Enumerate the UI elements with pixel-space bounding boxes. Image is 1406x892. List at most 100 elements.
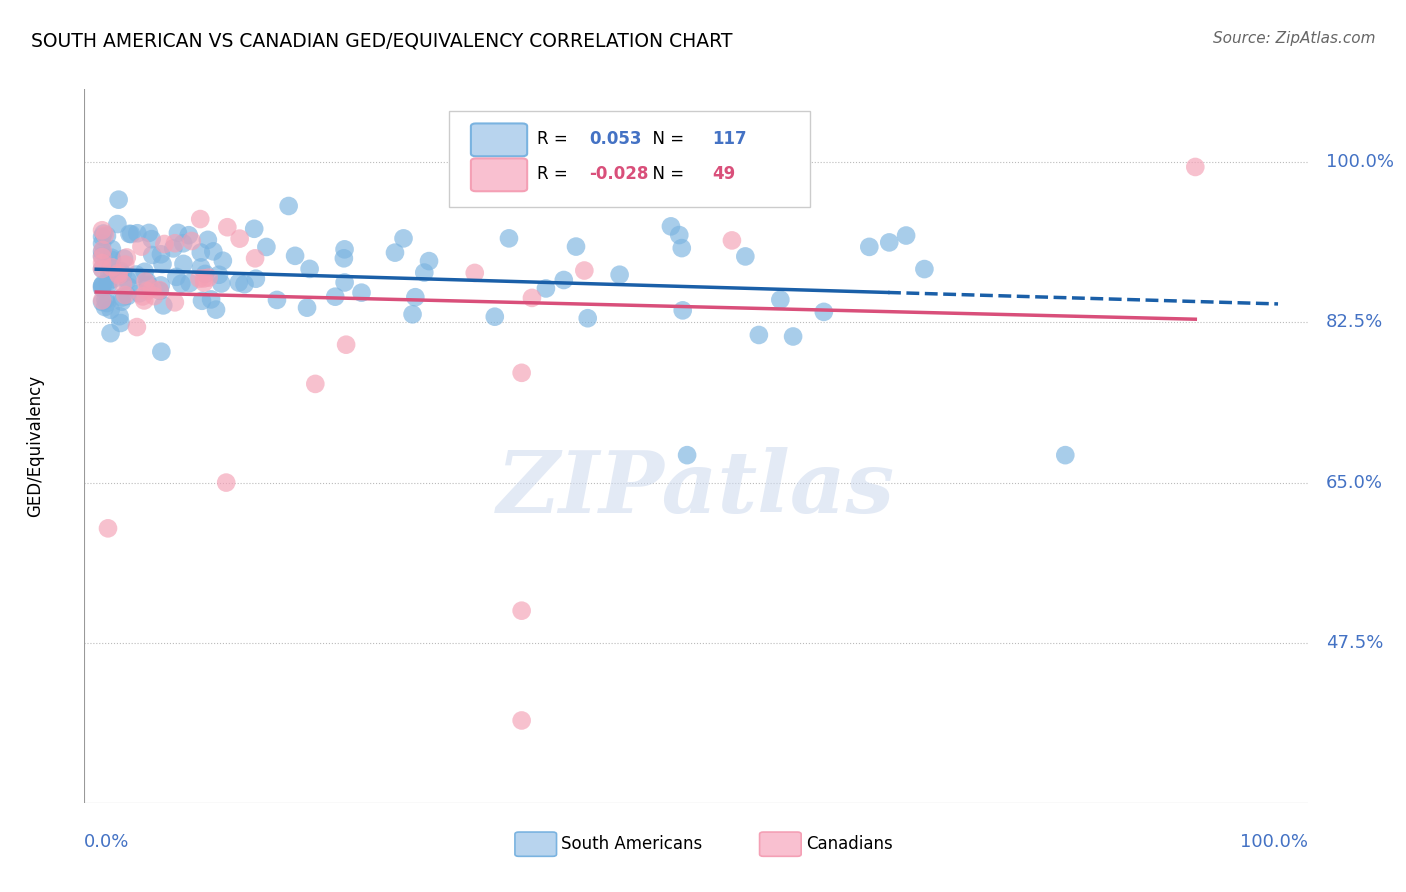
Text: N =: N = (643, 130, 689, 148)
Point (668, 228, 690, 243)
Point (149, 247, 172, 261)
Point (97, 521, 120, 535)
Point (96, 296, 118, 310)
Point (111, 290, 134, 304)
Point (172, 236, 194, 251)
Point (91, 279, 114, 293)
Point (167, 226, 190, 240)
Point (100, 251, 122, 265)
Point (190, 245, 212, 260)
Point (94, 300, 117, 314)
Point (110, 264, 132, 278)
Text: ZIPatlas: ZIPatlas (496, 447, 896, 531)
Point (107, 268, 129, 283)
Point (676, 448, 699, 462)
Point (498, 231, 520, 245)
Point (112, 252, 135, 266)
Point (134, 274, 156, 288)
Point (180, 234, 202, 248)
Point (153, 237, 176, 252)
Point (150, 344, 173, 359)
Point (295, 301, 318, 315)
Point (152, 298, 174, 312)
FancyBboxPatch shape (515, 832, 557, 856)
Point (91, 229, 114, 244)
Text: 49: 49 (711, 165, 735, 183)
Point (91, 281, 114, 295)
Point (107, 217, 129, 231)
Point (266, 293, 288, 307)
Point (149, 278, 172, 293)
Point (111, 294, 134, 309)
Point (401, 307, 423, 321)
Point (553, 273, 575, 287)
Point (93, 227, 115, 241)
Text: SOUTH AMERICAN VS CANADIAN GED/EQUIVALENCY CORRELATION CHART: SOUTH AMERICAN VS CANADIAN GED/EQUIVALEN… (31, 31, 733, 50)
Point (107, 266, 129, 280)
Point (858, 240, 880, 254)
Point (734, 249, 756, 263)
Point (136, 277, 159, 292)
Point (205, 302, 228, 317)
FancyBboxPatch shape (471, 123, 527, 156)
Point (200, 293, 222, 307)
Point (217, 220, 239, 235)
Point (118, 227, 141, 241)
Point (245, 271, 267, 285)
Point (107, 193, 129, 207)
Point (101, 272, 124, 286)
Point (721, 234, 744, 248)
FancyBboxPatch shape (471, 159, 527, 191)
Point (91, 249, 114, 263)
Text: Canadians: Canadians (806, 835, 893, 853)
Point (510, 366, 533, 380)
Point (143, 289, 166, 303)
Point (574, 263, 596, 277)
Point (813, 305, 835, 319)
Point (117, 279, 139, 293)
Point (202, 244, 225, 259)
Point (193, 271, 215, 285)
Point (91, 243, 114, 257)
Point (894, 228, 917, 243)
Text: -0.028: -0.028 (589, 165, 650, 183)
Point (152, 257, 174, 271)
Point (165, 269, 187, 284)
Point (132, 289, 155, 303)
Point (117, 273, 139, 287)
Text: R =: R = (537, 165, 574, 183)
Point (392, 231, 415, 245)
Text: 0.0%: 0.0% (84, 833, 129, 851)
Point (100, 260, 122, 275)
Point (148, 283, 170, 297)
Point (163, 236, 186, 251)
Point (197, 233, 219, 247)
Point (91, 223, 114, 237)
Point (659, 219, 682, 234)
Point (136, 284, 159, 298)
Point (97, 275, 120, 289)
Point (110, 316, 132, 330)
Point (114, 288, 136, 302)
Point (769, 293, 792, 307)
Point (323, 290, 346, 304)
Point (94, 293, 117, 307)
Point (782, 329, 804, 343)
Point (335, 337, 357, 351)
Point (350, 285, 373, 300)
Point (209, 277, 232, 291)
Text: 0.053: 0.053 (589, 130, 643, 148)
Point (91, 250, 114, 264)
Point (384, 245, 406, 260)
Point (233, 277, 256, 292)
Point (194, 267, 217, 281)
Point (215, 475, 238, 490)
FancyBboxPatch shape (759, 832, 801, 856)
Point (418, 254, 440, 268)
Text: South Americans: South Americans (561, 835, 703, 853)
Point (510, 714, 533, 728)
Point (101, 242, 124, 256)
Point (163, 295, 186, 310)
Point (91, 256, 114, 270)
Point (91, 278, 114, 293)
